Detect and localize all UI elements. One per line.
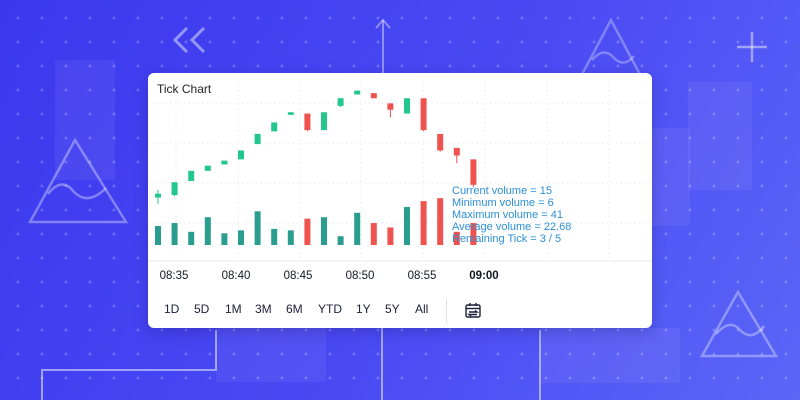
volume-bar [354,212,361,245]
chart-grid [148,81,652,259]
background-panel [540,328,680,383]
range-button-6m[interactable]: 6M [286,302,303,316]
x-axis-ticks: 08:35 08:40 08:45 08:50 08:55 09:00 [160,270,499,282]
candle-down [437,133,444,151]
range-button-1d[interactable]: 1D [164,302,180,316]
volume-bar [171,223,178,245]
volume-info-line: Remaining Tick = 3 / 5 [452,233,561,245]
volume-bar [453,231,460,245]
chart-title: Tick Chart [157,82,212,96]
background-panel [688,82,752,190]
x-tick-label: 09:00 [469,270,498,282]
volume-bar [470,223,477,245]
volume-bar [404,206,410,245]
candle-up [354,90,361,95]
candle-up [204,165,211,171]
candle-up [155,193,161,198]
range-button-ytd[interactable]: YTD [318,302,342,316]
volume-bar [204,217,211,245]
volume-bar [221,233,228,245]
x-tick-label: 08:40 [222,270,251,282]
volume-bar [370,223,377,245]
volume-bar [321,217,327,245]
range-toolbar: 1D 5D 1M 3M 6M YTD 1Y 5Y All [148,299,652,327]
x-tick-label: 08:50 [346,270,375,282]
candle-up [188,170,195,181]
background-panel [55,60,115,180]
candle-up [254,133,261,145]
volume-bar [254,211,261,245]
candle-up [271,122,278,132]
candle-down [453,147,460,156]
range-button-1m[interactable]: 1M [225,302,242,316]
candle-up [238,150,244,160]
volume-bar [271,228,278,245]
double-chevron-left-icon [172,26,206,54]
background-line [41,328,541,400]
candles [155,90,477,204]
tick-chart-card: Current volume = 15 Minimum volume = 6 Max… [148,73,652,328]
x-tick-label: 08:45 [284,270,313,282]
candle-down [470,159,477,185]
plus-icon [737,32,767,62]
volume-bar [304,218,311,245]
candle-up [287,112,294,115]
volume-info-line: Current volume = 15 [452,185,552,197]
candle-down [387,103,394,110]
x-tick-label: 08:55 [408,270,437,282]
volume-bar [337,236,344,245]
candle-down [420,98,427,131]
range-button-3m[interactable]: 3M [255,302,272,316]
up-arrow-icon [375,18,391,73]
volume-info-line: Maximum volume = 41 [452,209,563,221]
volume-bar [287,230,294,245]
range-button-5y[interactable]: 5Y [385,302,400,316]
x-tick-label: 08:35 [160,270,189,282]
mountain-logo-icon [27,137,129,224]
volume-bar [387,227,394,245]
candle-up [337,98,344,106]
volume-bar [437,198,444,245]
volume-bars [155,198,477,245]
volume-bar [238,230,244,245]
candle-up [221,160,228,165]
volume-bar [155,225,161,245]
candle-up [171,182,178,195]
range-button-1y[interactable]: 1Y [356,302,371,316]
range-button-all[interactable]: All [415,302,429,316]
candle-down [304,113,311,131]
volume-info-line: Average volume = 22.68 [452,221,571,233]
mountain-logo-icon [699,289,779,358]
volume-info-line: Minimum volume = 6 [452,197,554,209]
volume-bar [420,201,427,245]
volume-bar [188,231,195,245]
background-panel [650,128,690,226]
background-panel [216,322,326,382]
candle-up [321,112,327,131]
candle-down [370,93,377,99]
candle-up [404,98,410,114]
toolbar-separator [446,299,447,323]
compare-icon[interactable] [463,301,483,321]
range-button-5d[interactable]: 5D [194,302,210,316]
